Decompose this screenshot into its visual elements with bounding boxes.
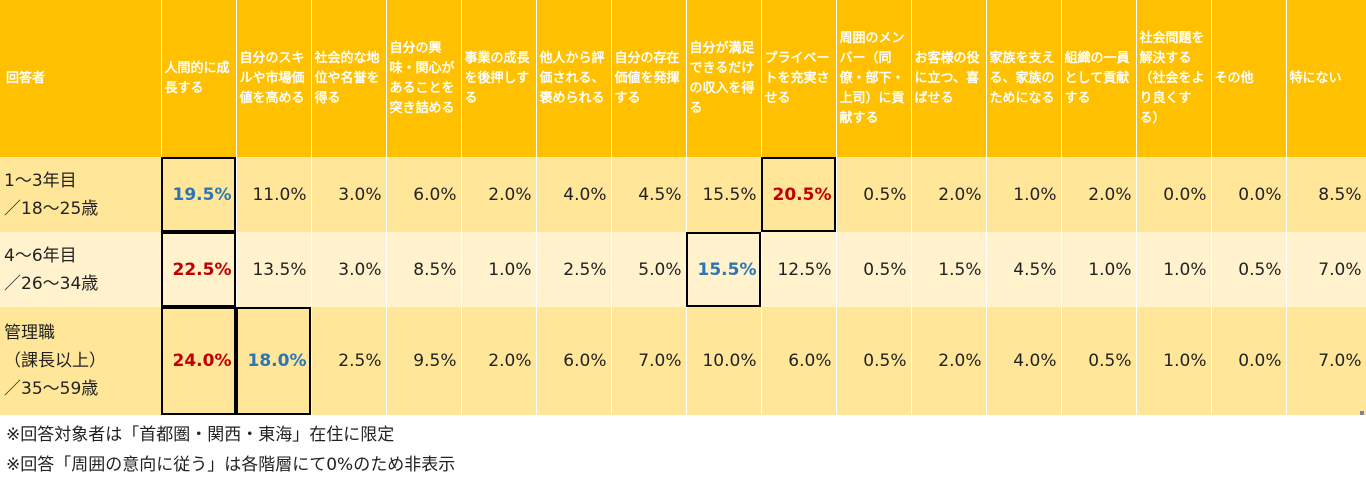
value-cell: 4.5% bbox=[986, 232, 1062, 307]
column-header: 家族を支える、家族のためになる bbox=[986, 0, 1062, 157]
value-cell: 11.0% bbox=[236, 157, 312, 232]
value-cell: 0.0% bbox=[1136, 157, 1212, 232]
value-cell: 3.0% bbox=[311, 232, 387, 307]
value-cell: 0.5% bbox=[1061, 307, 1137, 415]
footnote-2: ※回答「周囲の意向に従う」は各階層にて0%のため非表示 bbox=[6, 455, 456, 475]
column-header: 自分の興味・関心があることを突き詰める bbox=[386, 0, 462, 157]
value-cell: 0.5% bbox=[836, 307, 912, 415]
value-cell: 1.0% bbox=[461, 232, 537, 307]
row-label-line: 管理職 bbox=[4, 323, 55, 343]
value-cell: 20.5% bbox=[761, 157, 837, 232]
value-cell: 2.0% bbox=[911, 307, 987, 415]
value-cell: 1.0% bbox=[986, 157, 1062, 232]
value-cell: 6.0% bbox=[536, 307, 612, 415]
value-cell: 15.5% bbox=[686, 232, 762, 307]
value-cell: 2.0% bbox=[1061, 157, 1137, 232]
value-cell: 2.0% bbox=[461, 307, 537, 415]
row-label-line: ／26～34歳 bbox=[4, 273, 99, 294]
value-cell: 1.0% bbox=[1136, 232, 1212, 307]
column-header: お客様の役に立つ、喜ばせる bbox=[911, 0, 987, 157]
value-cell: 4.0% bbox=[986, 307, 1062, 415]
column-header: 他人から評価される、褒められる bbox=[536, 0, 612, 157]
header-row: 回答者 人間的に成長する 自分のスキルや市場価値を高める 社会的な地位や名誉を得る自… bbox=[0, 0, 1366, 157]
value-cell: 0.5% bbox=[1211, 232, 1287, 307]
row-label-line: ／35～59歳 bbox=[4, 379, 99, 399]
table-row: 管理職 （課長以上） ／35～59歳 24.0% 18.0% 2.5% 9.5% 2.0% 6.… bbox=[0, 307, 1366, 415]
column-header: 組織の一員として貢献する bbox=[1061, 0, 1137, 157]
value-cell: 8.5% bbox=[1286, 157, 1366, 232]
table-body: 1～3年目 ／18～25歳 19.5% 11.0% 3.0% 6.0% 2.0% 4.0% 4.… bbox=[0, 157, 1366, 415]
resize-handle-marker bbox=[1360, 411, 1364, 415]
value-cell: 7.0% bbox=[1286, 232, 1366, 307]
value-cell: 19.5% bbox=[161, 157, 237, 232]
column-header: 自分の存在価値を発揮する bbox=[611, 0, 687, 157]
results-table: 回答者 人間的に成長する 自分のスキルや市場価値を高める 社会的な地位や名誉を得る自… bbox=[0, 0, 1366, 415]
value-cell: 12.5% bbox=[761, 232, 837, 307]
value-cell: 5.0% bbox=[611, 232, 687, 307]
value-cell: 22.5% bbox=[161, 232, 237, 307]
table-row: 4～6年目 ／26～34歳 22.5% 13.5% 3.0% 8.5% 1.0% 2.5% 5.… bbox=[0, 232, 1366, 307]
value-cell: 18.0% bbox=[236, 307, 312, 415]
value-cell: 7.0% bbox=[611, 307, 687, 415]
column-header: 自分のスキルや市場価値を高める bbox=[236, 0, 312, 157]
value-cell: 15.5% bbox=[686, 157, 762, 232]
footnotes: ※回答対象者は「首都圏・関西・東海」在住に限定 ※回答「周囲の意向に従う」は各階… bbox=[6, 420, 455, 480]
column-header: 社会的な地位や名誉を得る bbox=[311, 0, 387, 157]
row-label: 4～6年目 ／26～34歳 bbox=[0, 232, 162, 307]
table-row: 1～3年目 ／18～25歳 19.5% 11.0% 3.0% 6.0% 2.0% 4.0% 4.… bbox=[0, 157, 1366, 232]
column-header: 周囲のメンバー（同僚・部下・上司）に貢献する bbox=[836, 0, 912, 157]
value-cell: 0.0% bbox=[1211, 307, 1287, 415]
value-cell: 0.5% bbox=[836, 232, 912, 307]
row-header-label: 回答者 bbox=[0, 0, 162, 157]
value-cell: 0.5% bbox=[836, 157, 912, 232]
footnote-1: ※回答対象者は「首都圏・関西・東海」在住に限定 bbox=[6, 425, 395, 445]
value-cell: 2.5% bbox=[536, 232, 612, 307]
column-header: プライベートを充実させる bbox=[761, 0, 837, 157]
column-header: 人間的に成長する bbox=[161, 0, 237, 157]
value-cell: 8.5% bbox=[386, 232, 462, 307]
column-header: 特にない bbox=[1286, 0, 1366, 157]
value-cell: 1.0% bbox=[1136, 307, 1212, 415]
column-header: 事業の成長を後押しする bbox=[461, 0, 537, 157]
value-cell: 2.0% bbox=[461, 157, 537, 232]
value-cell: 3.0% bbox=[311, 157, 387, 232]
row-label: 1～3年目 ／18～25歳 bbox=[0, 157, 162, 232]
column-header: その他 bbox=[1211, 0, 1287, 157]
value-cell: 10.0% bbox=[686, 307, 762, 415]
value-cell: 13.5% bbox=[236, 232, 312, 307]
value-cell: 7.0% bbox=[1286, 307, 1366, 415]
results-table-wrapper: 回答者 人間的に成長する 自分のスキルや市場価値を高める 社会的な地位や名誉を得る自… bbox=[0, 0, 1366, 415]
value-cell: 0.0% bbox=[1211, 157, 1287, 232]
row-label-line: （課長以上） bbox=[4, 351, 106, 371]
column-header: 自分が満足できるだけの収入を得る bbox=[686, 0, 762, 157]
value-cell: 24.0% bbox=[161, 307, 237, 415]
column-header: 社会問題を解決する（社会をより良くする） bbox=[1136, 0, 1212, 157]
value-cell: 1.5% bbox=[911, 232, 987, 307]
value-cell: 2.0% bbox=[911, 157, 987, 232]
value-cell: 4.5% bbox=[611, 157, 687, 232]
value-cell: 1.0% bbox=[1061, 232, 1137, 307]
value-cell: 4.0% bbox=[536, 157, 612, 232]
row-label-line: 4～6年目 bbox=[4, 245, 77, 266]
row-label: 管理職 （課長以上） ／35～59歳 bbox=[0, 307, 162, 415]
row-label-line: 1～3年目 bbox=[4, 170, 77, 191]
value-cell: 2.5% bbox=[311, 307, 387, 415]
row-label-line: ／18～25歳 bbox=[4, 198, 99, 219]
value-cell: 6.0% bbox=[386, 157, 462, 232]
value-cell: 6.0% bbox=[761, 307, 837, 415]
value-cell: 9.5% bbox=[386, 307, 462, 415]
